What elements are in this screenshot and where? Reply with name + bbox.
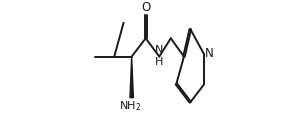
Text: O: O — [141, 1, 150, 14]
Text: NH$_2$: NH$_2$ — [120, 99, 142, 113]
Text: N: N — [154, 45, 163, 55]
Text: N: N — [205, 47, 214, 60]
Polygon shape — [130, 57, 133, 98]
Text: H: H — [154, 57, 163, 67]
